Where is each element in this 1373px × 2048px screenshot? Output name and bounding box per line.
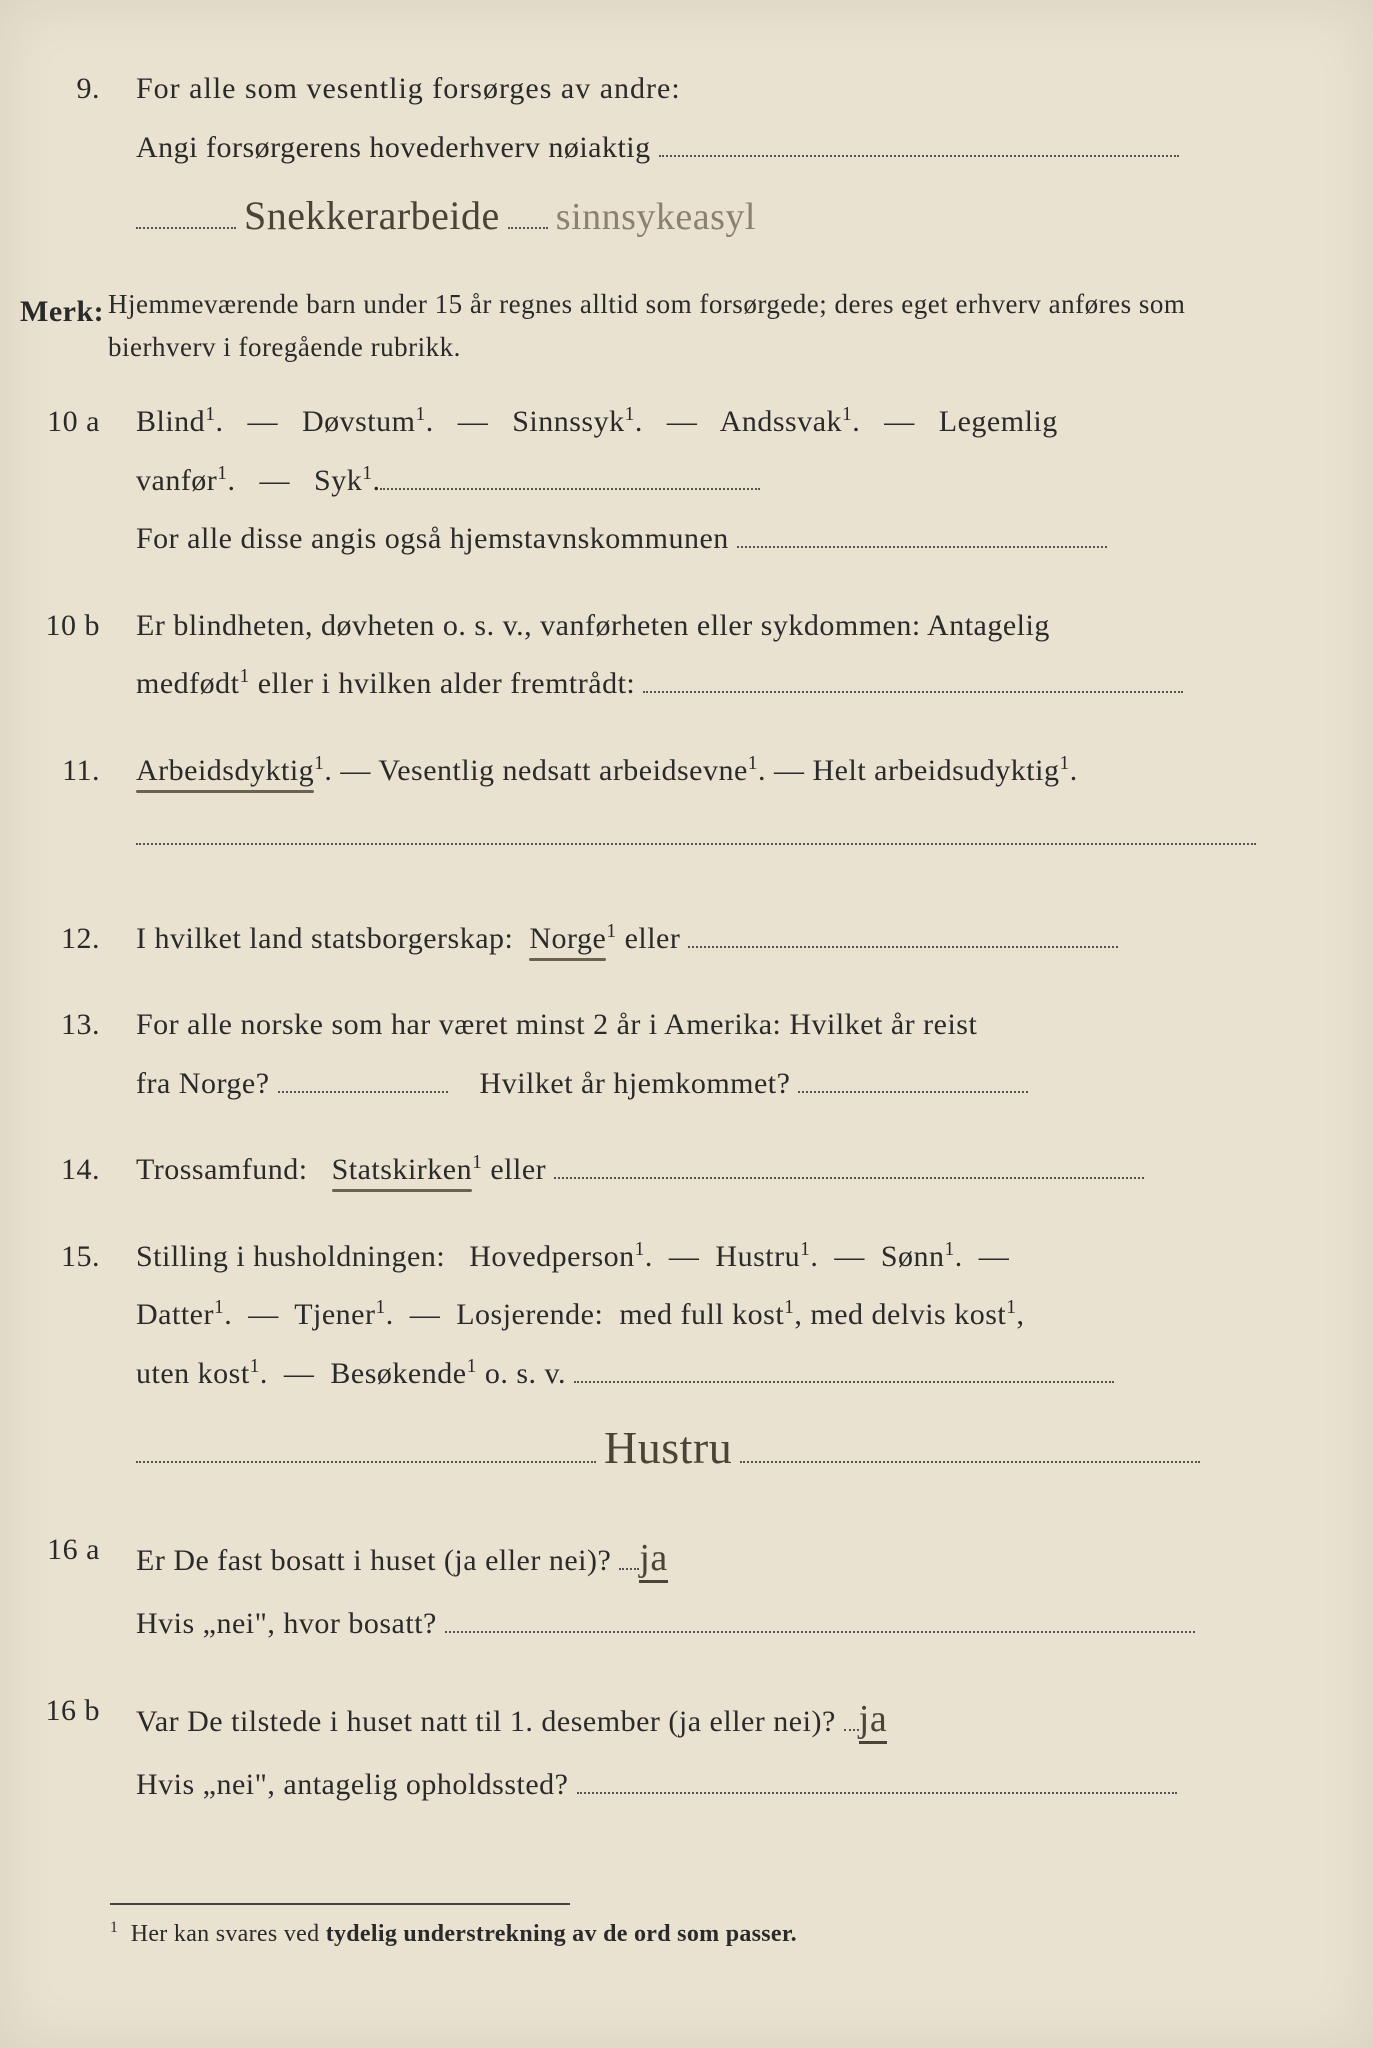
q15-opt-delviskost[interactable]: med delvis kost xyxy=(810,1298,1006,1331)
q10a-fill-line[interactable] xyxy=(380,461,760,490)
footnote-text: Her kan svares ved tydelig understreknin… xyxy=(131,1921,797,1947)
q15-opt-fullkost[interactable]: med full kost xyxy=(619,1298,784,1331)
merk-text: Hjemmeværende barn under 15 år regnes al… xyxy=(108,283,1238,369)
q10a: 10 a Blind1. — Døvstum1. — Sinnssyk1. — … xyxy=(110,393,1303,569)
q9-number: 9. xyxy=(30,60,128,119)
q15: 15. Stilling i husholdningen: Hovedperso… xyxy=(110,1228,1303,1493)
q13: 13. For alle norske som har været minst … xyxy=(110,996,1303,1113)
q9-fill-line-2a[interactable] xyxy=(136,200,236,229)
q15-opt-sonn[interactable]: Sønn xyxy=(881,1240,945,1273)
q15-lead: Stilling i husholdningen: xyxy=(136,1240,445,1273)
q11-fill-line[interactable] xyxy=(136,816,1256,845)
q16a-handwritten: ja xyxy=(639,1537,667,1583)
q9-handwritten-1: Snekkerarbeide xyxy=(244,193,500,238)
q13-number: 13. xyxy=(30,996,128,1055)
q11: 11. Arbeidsdyktig1. — Vesentlig nedsatt … xyxy=(110,742,1303,866)
q15-losj: Losjerende: xyxy=(456,1298,603,1331)
footnote-rule xyxy=(110,1903,570,1905)
footnote-marker: 1 xyxy=(110,1919,118,1936)
q10a-opt-legemlig[interactable]: Legemlig xyxy=(939,405,1058,438)
q9-heading: For alle som vesentlig forsørges av andr… xyxy=(136,72,681,105)
q16b-fill-line[interactable] xyxy=(577,1765,1177,1794)
census-form-page: 9. For alle som vesentlig forsørges av a… xyxy=(0,0,1373,2048)
q10b-text2b: eller i hvilken alder fremtrådt: xyxy=(258,667,636,700)
q9-line1: Angi forsørgerens hovederhverv nøiaktig xyxy=(136,131,651,164)
q12: 12. I hvilket land statsborgerskap: Norg… xyxy=(110,910,1303,969)
q15-opt-utenkost[interactable]: uten kost xyxy=(136,1357,250,1390)
q14-text-b: eller xyxy=(490,1153,546,1186)
footnote: 1 Her kan svares ved tydelig understrekn… xyxy=(110,1919,797,1948)
q15-opt-datter[interactable]: Datter xyxy=(136,1298,214,1331)
q15-opt-tjener[interactable]: Tjener xyxy=(294,1298,375,1331)
q10b-number: 10 b xyxy=(30,597,128,656)
q14-number: 14. xyxy=(30,1141,128,1200)
q15-fill-line-2a[interactable] xyxy=(136,1434,596,1463)
q12-text-b: eller xyxy=(625,922,681,955)
merk-note: Merk: Hjemmeværende barn under 15 år reg… xyxy=(110,283,1303,369)
q16b-handwritten: ja xyxy=(859,1698,887,1744)
q11-opt-udyktig[interactable]: Helt arbeidsudyktig xyxy=(813,754,1060,787)
q16a-number: 16 a xyxy=(30,1521,128,1580)
q16b: 16 b Var De tilstede i huset natt til 1.… xyxy=(110,1682,1303,1815)
q13-text2b: Hvilket år hjemkommet? xyxy=(480,1067,791,1100)
q10b-text1: Er blindheten, døvheten o. s. v., vanfør… xyxy=(136,609,1050,642)
q16a-text2: Hvis „nei", hvor bosatt? xyxy=(136,1607,437,1640)
q10b-opt-medfodt[interactable]: medfødt xyxy=(136,667,239,700)
q10a-line2: For alle disse angis også hjemstavnskomm… xyxy=(136,522,729,555)
q15-handwritten: Hustru xyxy=(604,1422,732,1473)
q15-fill-line-2b[interactable] xyxy=(740,1434,1200,1463)
q12-text-a: I hvilket land statsborgerskap: xyxy=(136,922,513,955)
q15-opt-hovedperson[interactable]: Hovedperson xyxy=(469,1240,634,1273)
q11-number: 11. xyxy=(30,742,128,801)
q10a-opt-dovstum[interactable]: Døvstum xyxy=(302,405,416,438)
q16a-text1: Er De fast bosatt i huset (ja eller nei)… xyxy=(136,1544,611,1577)
q9-handwritten-2: sinnsykeasyl xyxy=(556,196,756,238)
q15-number: 15. xyxy=(30,1228,128,1287)
q16a-fill-line[interactable] xyxy=(445,1604,1195,1633)
q13-fill-line-2[interactable] xyxy=(798,1064,1028,1093)
q15-opt-hustru[interactable]: Hustru xyxy=(715,1240,800,1273)
q9: 9. For alle som vesentlig forsørges av a… xyxy=(110,60,1303,255)
q16a: 16 a Er De fast bosatt i huset (ja eller… xyxy=(110,1521,1303,1654)
q14-opt-statskirken[interactable]: Statskirken xyxy=(332,1153,473,1186)
q14-fill-line[interactable] xyxy=(554,1150,1144,1179)
q16b-number: 16 b xyxy=(30,1682,128,1741)
q15-opt-besokende[interactable]: Besøkende xyxy=(330,1357,466,1390)
q10a-opt-sinnssyk[interactable]: Sinnssyk xyxy=(512,405,624,438)
q10b-fill-line[interactable] xyxy=(643,664,1183,693)
q10a-fill-line-2[interactable] xyxy=(737,519,1107,548)
merk-label: Merk: xyxy=(20,283,100,342)
q15-fill-line-1[interactable] xyxy=(574,1354,1114,1383)
q10a-opt-andssvak[interactable]: Andssvak xyxy=(720,405,842,438)
q10a-opt-syk[interactable]: Syk xyxy=(314,464,362,497)
q11-opt-nedsatt[interactable]: Vesentlig nedsatt arbeidsevne xyxy=(378,754,747,787)
q14: 14. Trossamfund: Statskirken1 eller xyxy=(110,1141,1303,1200)
q10b: 10 b Er blindheten, døvheten o. s. v., v… xyxy=(110,597,1303,714)
q9-fill-line-1[interactable] xyxy=(659,128,1179,157)
q10a-number: 10 a xyxy=(30,393,128,452)
q9-fill-line-2b[interactable] xyxy=(508,200,548,229)
q16b-fill-pre[interactable] xyxy=(844,1702,859,1731)
q16b-text2: Hvis „nei", antagelig opholdssted? xyxy=(136,1768,569,1801)
q11-opt-arbeidsdyktig[interactable]: Arbeidsdyktig xyxy=(136,754,314,787)
q12-fill-line[interactable] xyxy=(688,919,1118,948)
q12-opt-norge[interactable]: Norge xyxy=(529,922,606,955)
q16a-fill-pre[interactable] xyxy=(619,1541,639,1570)
q10a-opt-vanfor[interactable]: vanfør xyxy=(136,464,217,497)
q13-text2a: fra Norge? xyxy=(136,1067,270,1100)
q13-fill-line-1[interactable] xyxy=(278,1064,448,1093)
q14-text-a: Trossamfund: xyxy=(136,1153,308,1186)
q16b-text1: Var De tilstede i huset natt til 1. dese… xyxy=(136,1705,836,1738)
q15-osv: o. s. v. xyxy=(485,1357,566,1390)
q10a-opt-blind[interactable]: Blind xyxy=(136,405,205,438)
footnote-block: 1 Her kan svares ved tydelig understrekn… xyxy=(110,1903,797,1948)
q12-number: 12. xyxy=(30,910,128,969)
q13-text1: For alle norske som har været minst 2 år… xyxy=(136,1008,977,1041)
